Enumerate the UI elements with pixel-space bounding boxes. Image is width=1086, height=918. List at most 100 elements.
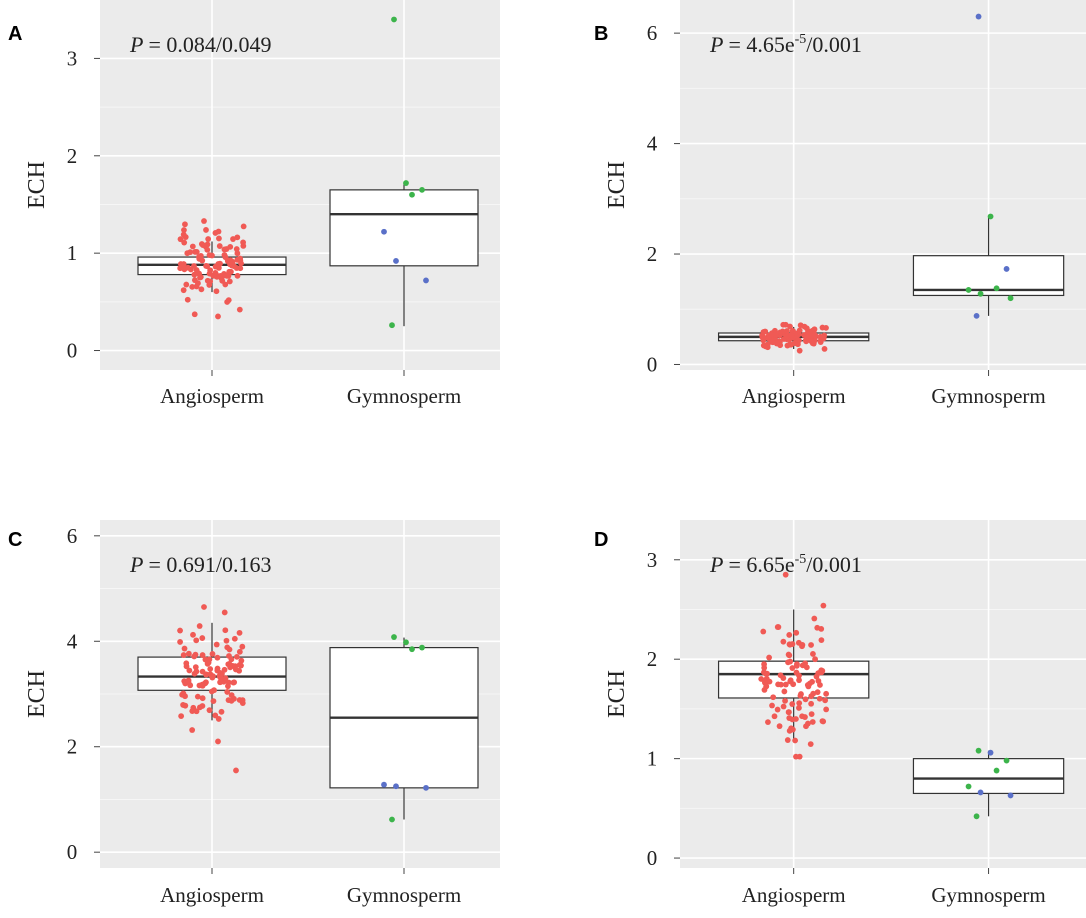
data-point <box>808 711 815 717</box>
data-point <box>198 241 205 247</box>
data-point <box>759 334 766 341</box>
data-point <box>780 638 787 645</box>
panel-c: 0 2 4 6 Angiosperm Gymnosperm ECH C P = 0.691/0.1… <box>8 520 500 907</box>
data-point <box>787 677 794 684</box>
data-point <box>224 689 231 695</box>
data-point <box>977 789 984 796</box>
data-point <box>225 661 232 668</box>
data-point <box>782 681 789 688</box>
data-point <box>808 642 814 648</box>
outlier-point <box>233 767 239 774</box>
data-point <box>791 340 798 346</box>
data-point <box>203 227 209 233</box>
data-point <box>215 738 221 745</box>
x-category-label: Gymnosperm <box>347 883 461 907</box>
data-point <box>218 708 225 715</box>
y-tick-label: 0 <box>647 846 658 870</box>
data-point <box>409 646 415 653</box>
y-tick-label: 6 <box>647 21 658 45</box>
data-point <box>783 332 790 339</box>
data-point <box>189 727 196 733</box>
data-point <box>183 660 190 667</box>
data-point <box>212 712 219 719</box>
box-iqr <box>329 189 479 267</box>
data-point <box>189 708 196 714</box>
data-point <box>780 703 787 710</box>
data-point <box>180 652 187 658</box>
data-point <box>975 747 982 754</box>
data-point <box>239 643 246 650</box>
data-point <box>217 674 224 681</box>
data-point <box>786 709 792 716</box>
data-point <box>975 13 982 20</box>
data-point <box>802 332 809 339</box>
data-point <box>782 321 789 328</box>
data-point <box>785 651 792 658</box>
data-point <box>765 719 771 726</box>
data-point <box>774 706 781 713</box>
data-point <box>233 265 240 271</box>
gymnosperm-points <box>965 747 1014 820</box>
data-point <box>769 339 776 346</box>
data-point <box>774 340 781 346</box>
data-point <box>776 723 783 730</box>
data-point <box>226 653 232 659</box>
data-point <box>216 243 223 249</box>
data-point <box>207 666 214 672</box>
x-category-label: Angiosperm <box>742 384 846 408</box>
data-point <box>764 670 770 677</box>
data-point <box>802 696 809 703</box>
data-point <box>793 669 800 676</box>
data-point <box>391 634 397 640</box>
data-point <box>821 345 828 352</box>
data-point <box>180 690 187 697</box>
angiosperm-points <box>177 604 246 774</box>
data-point <box>191 311 198 318</box>
y-tick-label: 2 <box>67 735 78 759</box>
data-point <box>816 695 823 702</box>
y-tick-label: 4 <box>67 629 78 653</box>
data-point <box>760 628 767 635</box>
plot-background <box>100 0 500 370</box>
data-point <box>419 186 425 193</box>
data-point <box>820 602 827 609</box>
data-point <box>224 299 231 305</box>
gymnosperm-points <box>381 634 429 823</box>
data-point <box>796 337 802 344</box>
data-point <box>799 643 805 650</box>
gymnosperm-points <box>965 13 1014 319</box>
data-point <box>818 626 825 632</box>
data-point <box>211 687 217 694</box>
data-point <box>185 677 192 684</box>
p-value-annotation: P = 0.691/0.163 <box>129 552 271 577</box>
data-point <box>381 781 387 788</box>
y-tick-label: 6 <box>67 524 78 548</box>
data-point <box>236 648 243 655</box>
data-point <box>198 286 205 293</box>
data-point <box>788 332 795 339</box>
x-category-label: Gymnosperm <box>931 384 1045 408</box>
data-point <box>805 720 811 727</box>
data-point <box>228 697 235 704</box>
data-point <box>223 637 230 644</box>
data-point <box>798 691 804 697</box>
data-point <box>796 705 802 711</box>
data-point <box>236 667 243 674</box>
x-category-label: Angiosperm <box>160 883 264 907</box>
data-point <box>789 716 796 723</box>
data-point <box>234 250 241 257</box>
data-point <box>213 641 220 648</box>
data-point <box>820 335 827 342</box>
data-point <box>181 227 187 233</box>
data-point <box>965 287 972 293</box>
data-point <box>221 666 228 673</box>
data-point <box>769 702 775 709</box>
data-point <box>190 631 196 638</box>
y-tick-label: 4 <box>647 132 658 156</box>
data-point <box>1007 295 1014 302</box>
data-point <box>233 653 240 660</box>
y-axis-label: ECH <box>604 161 630 209</box>
data-point <box>236 629 243 636</box>
data-point <box>234 234 241 241</box>
